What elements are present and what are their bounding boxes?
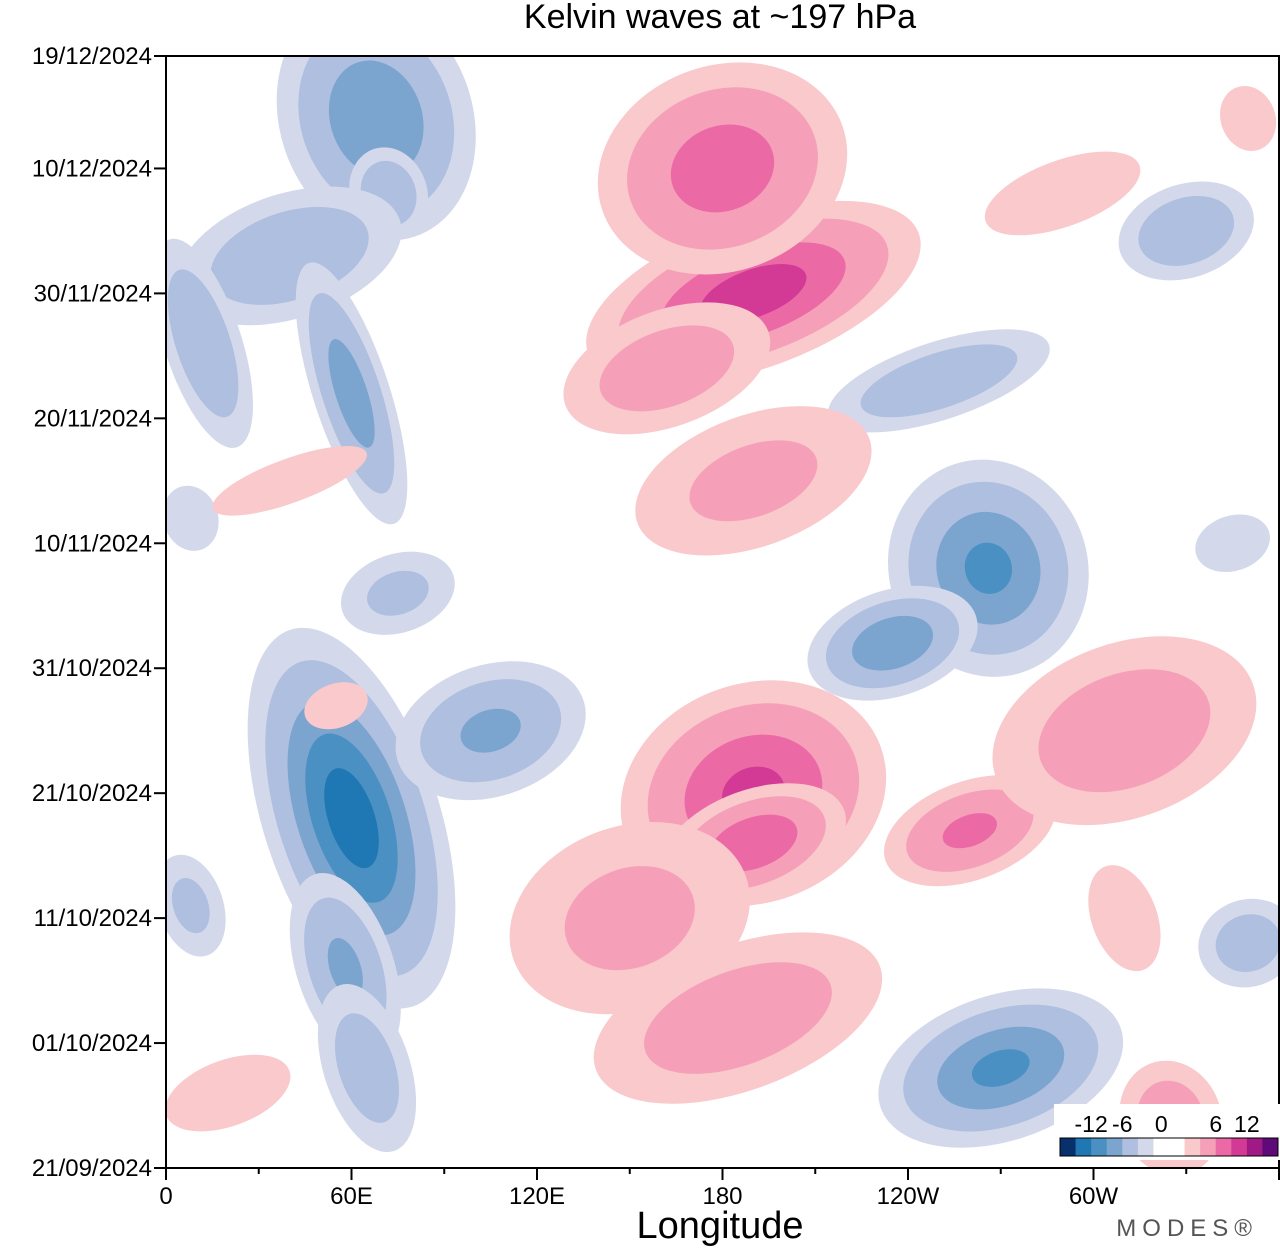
colorbar-swatch: [1246, 1138, 1263, 1156]
anomaly-contour-band: [971, 1049, 1030, 1087]
x-tick-label: 60E: [330, 1183, 373, 1210]
y-tick-label: 10/12/2024: [32, 155, 152, 182]
colorbar-swatch: [1184, 1138, 1201, 1156]
anomaly-region: [828, 329, 1050, 433]
anomaly-region: [166, 1054, 291, 1132]
anomaly-region: [340, 551, 455, 635]
anomaly-contour-band: [860, 344, 1018, 418]
colorbar-label: -12: [1075, 1111, 1108, 1137]
anomaly-region: [295, 262, 408, 525]
anomaly-contour-band: [942, 813, 997, 849]
anomaly-field: [166, 56, 1279, 1168]
y-tick-label: 19/12/2024: [32, 43, 152, 70]
anomaly-contour-band: [1088, 865, 1161, 972]
anomaly-contour-band: [334, 1013, 399, 1123]
y-tick-label: 21/10/2024: [32, 780, 152, 807]
y-axis: 21/09/2024 01/10/2024 11/10/2024 21/10/2024…: [32, 43, 166, 1182]
anomaly-region: [166, 238, 253, 448]
y-tick-label: 20/11/2024: [34, 405, 152, 432]
x-tick-label: 60W: [1069, 1183, 1119, 1210]
anomaly-region: [635, 406, 872, 556]
anomaly-contour-band: [984, 151, 1141, 236]
colorbar-swatch: [1060, 1138, 1077, 1156]
anomaly-region: [884, 775, 1056, 887]
anomaly-region: [1198, 898, 1279, 988]
colorbar-swatch: [1075, 1138, 1092, 1156]
anomaly-contour-band: [327, 938, 363, 999]
anomaly-region: [395, 661, 586, 801]
anomaly-region: [992, 636, 1257, 826]
anomaly-region: [166, 854, 226, 957]
colorbar-swatch: [1106, 1138, 1123, 1156]
colorbar-swatch: [1153, 1138, 1170, 1156]
anomaly-region: [166, 485, 219, 551]
colorbar-swatch: [1137, 1138, 1154, 1156]
anomaly-region: [984, 151, 1141, 236]
anomaly-contour-band: [599, 325, 735, 412]
anomaly-region: [1088, 865, 1161, 972]
y-tick-label: 31/10/2024: [32, 655, 152, 682]
anomaly-contour-band: [166, 485, 219, 551]
anomaly-contour-band: [367, 570, 429, 616]
x-axis-title: Longitude: [637, 1205, 804, 1247]
y-tick-label: 30/11/2024: [34, 280, 152, 307]
colorbar-swatch: [1200, 1138, 1217, 1156]
anomaly-contour-band: [1138, 195, 1235, 266]
anomaly-contour-band: [670, 124, 775, 213]
colorbar-swatch: [1169, 1138, 1186, 1156]
y-tick-label: 11/10/2024: [34, 905, 152, 932]
colorbar-label: 6: [1209, 1111, 1222, 1137]
anomaly-contour-band: [171, 878, 210, 934]
anomaly-contour-band: [689, 440, 818, 522]
x-tick-label: 0: [159, 1183, 172, 1210]
colorbar-frame: [1059, 1137, 1279, 1157]
colorbar-swatch: [1091, 1138, 1108, 1156]
colorbar-swatch: [1231, 1138, 1248, 1156]
colorbar-label: -6: [1112, 1111, 1132, 1137]
colorbar-label: 0: [1155, 1111, 1168, 1137]
anomaly-region: [563, 302, 771, 435]
anomaly-contour-band: [167, 269, 239, 418]
colorbar-swatch: [1215, 1138, 1232, 1156]
anomaly-region: [317, 984, 417, 1153]
anomaly-contour-band: [564, 866, 695, 971]
anomaly-region: [593, 932, 883, 1104]
y-tick-label: 21/09/2024: [32, 1155, 152, 1182]
anomaly-contour-band: [304, 682, 368, 730]
anomaly-region: [597, 62, 848, 275]
anomaly-contour-band: [644, 962, 832, 1074]
anomaly-contour-band: [460, 708, 521, 753]
x-tick-label: 180: [702, 1183, 742, 1210]
anomaly-contour-band: [328, 339, 375, 448]
anomaly-contour-band: [1215, 914, 1279, 972]
anomaly-contour-band: [1195, 514, 1270, 573]
anomaly-contour-band: [1038, 669, 1211, 793]
x-axis: 0 60E 120E 180 120W 60W: [159, 1168, 1280, 1210]
anomaly-region: [304, 682, 368, 730]
colorbar-swatch: [1262, 1138, 1279, 1156]
anomaly-contour-band: [964, 542, 1013, 594]
anomaly-region: [807, 585, 978, 701]
x-tick-label: 120W: [877, 1183, 940, 1210]
plot-area: [165, 55, 1280, 1169]
anomaly-contour-band: [328, 60, 424, 177]
y-tick-label: 01/10/2024: [32, 1030, 152, 1057]
anomaly-region: [1220, 85, 1277, 151]
anomaly-region: [212, 445, 367, 516]
chart-title: Kelvin waves at ~197 hPa: [524, 0, 916, 36]
y-tick-label: 10/11/2024: [34, 530, 152, 557]
modes-logo: MODES®: [1116, 1215, 1258, 1242]
colorbar-swatch: [1122, 1138, 1139, 1156]
anomaly-contour-band: [1220, 85, 1277, 151]
x-tick-label: 120E: [509, 1183, 565, 1210]
colorbar-label: 12: [1234, 1111, 1260, 1137]
colorbar: -12 -6 0 6 12: [1054, 1104, 1280, 1160]
anomaly-region: [1118, 181, 1254, 281]
anomaly-contour-band: [166, 1054, 291, 1132]
anomaly-region: [1195, 514, 1270, 573]
anomaly-contour-band: [212, 445, 367, 516]
anomaly-contour-band: [852, 615, 934, 671]
anomaly-contour-band: [324, 768, 379, 869]
